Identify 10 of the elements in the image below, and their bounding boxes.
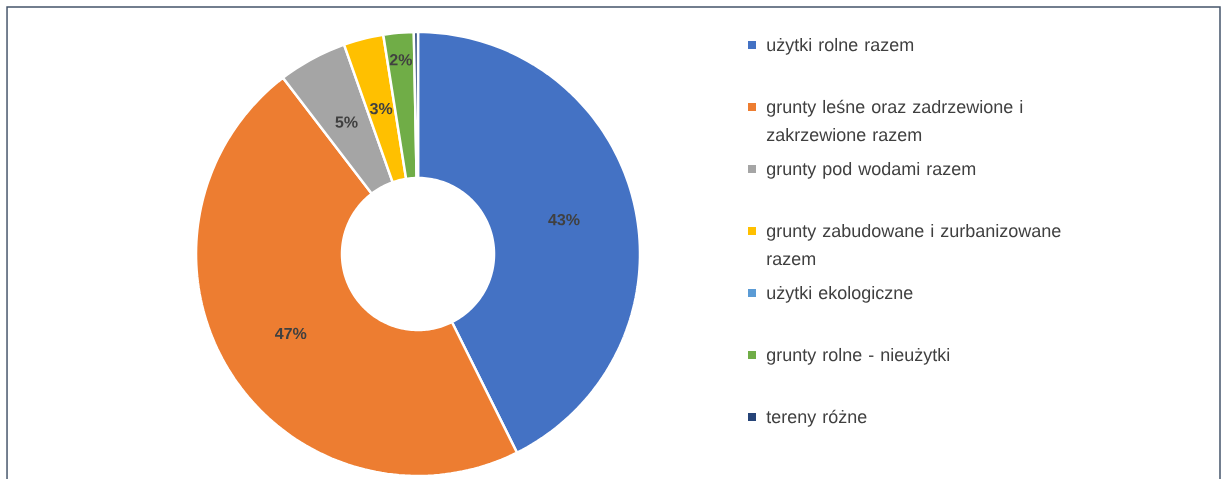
legend-label: użytki rolne razem [767,37,914,55]
data-label: 3% [369,102,393,115]
legend-label: tereny różne [766,409,867,427]
legend-label: grunty pod wodami razem [766,161,976,179]
data-label: 2% [389,54,412,66]
data-label: 5% [335,116,358,128]
legend-label: grunty rolne - nieużytki [766,347,950,365]
legend-label: użytki ekologiczne [767,285,913,303]
data-label: 43% [548,213,580,226]
data-label: 47% [275,327,307,340]
